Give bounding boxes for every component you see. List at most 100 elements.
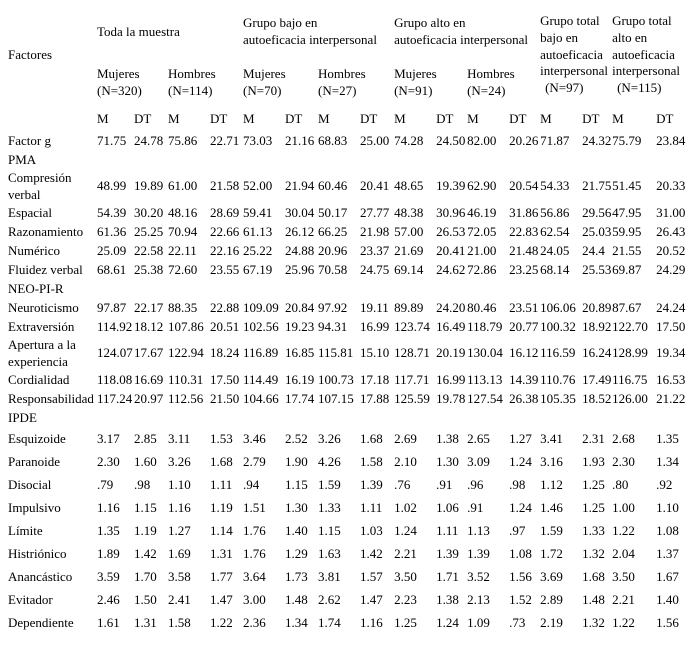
value-cell: 69.14 bbox=[394, 261, 424, 277]
value-cell: 21.48 bbox=[509, 242, 539, 258]
row-label: Responsabilidad bbox=[8, 390, 94, 406]
value-cell: 1.40 bbox=[285, 522, 308, 538]
value-cell: 21.98 bbox=[360, 223, 390, 239]
value-cell: 21.58 bbox=[210, 178, 240, 194]
column-group-header: Grupo total alto en autoeficacia interperso… bbox=[612, 4, 700, 106]
value-cell: 1.06 bbox=[436, 499, 459, 515]
value-cell: 26.53 bbox=[436, 223, 466, 239]
value-cell: 1.31 bbox=[134, 614, 157, 630]
value-cell: 16.99 bbox=[436, 371, 466, 387]
value-cell: 3.81 bbox=[318, 568, 341, 584]
value-cell: 122.94 bbox=[168, 345, 204, 361]
value-cell: 1.08 bbox=[656, 522, 679, 538]
value-cell: 24.88 bbox=[285, 242, 315, 258]
value-cell: .94 bbox=[243, 476, 260, 492]
value-cell: 1.59 bbox=[540, 522, 563, 538]
table-row: Disocial .79 .98 1.10 1.11 .94 1.15 1.59 1.39 .76… bbox=[8, 474, 700, 497]
value-cell: 26.43 bbox=[656, 223, 686, 239]
value-cell: 2.21 bbox=[612, 591, 635, 607]
stat-header-row: M DT M DT M DT M DT M DT M DT M DT M DT bbox=[8, 106, 700, 132]
value-cell: .80 bbox=[612, 476, 629, 492]
value-cell: 71.75 bbox=[97, 133, 127, 149]
value-cell: 1.38 bbox=[436, 591, 459, 607]
subgroup-label: Mujeres bbox=[97, 66, 140, 82]
group-header-line: autoeficacia bbox=[540, 46, 603, 62]
stat-header-m: M bbox=[243, 110, 255, 126]
value-cell: 1.24 bbox=[509, 453, 532, 469]
value-cell: 29.56 bbox=[582, 204, 612, 220]
value-cell: 1.25 bbox=[582, 499, 605, 515]
group-header-line: alto en bbox=[612, 29, 648, 45]
value-cell: 1.76 bbox=[243, 545, 266, 561]
value-cell: 88.35 bbox=[168, 299, 198, 315]
value-cell: 3.52 bbox=[467, 568, 490, 584]
value-cell: 1.57 bbox=[360, 568, 383, 584]
value-cell: 1.68 bbox=[582, 568, 605, 584]
table-row: Neuroticismo 97.87 22.17 88.35 22.88 109.09 20… bbox=[8, 299, 700, 318]
value-cell: 3.00 bbox=[243, 591, 266, 607]
value-cell: 30.04 bbox=[285, 204, 315, 220]
stat-header-dt: DT bbox=[285, 110, 303, 126]
value-cell: 1.31 bbox=[210, 545, 233, 561]
value-cell: 25.96 bbox=[285, 261, 315, 277]
value-cell: 1.27 bbox=[509, 430, 532, 446]
value-cell: 2.19 bbox=[540, 614, 563, 630]
value-cell: 16.12 bbox=[509, 345, 539, 361]
value-cell: 22.11 bbox=[168, 242, 197, 258]
value-cell: 3.16 bbox=[540, 453, 563, 469]
value-cell: 97.87 bbox=[97, 299, 127, 315]
value-cell: 51.45 bbox=[612, 178, 642, 194]
stat-header-m: M bbox=[612, 110, 624, 126]
row-label: Espacial bbox=[8, 204, 53, 220]
descriptive-statistics-table: Factores Toda la muestra Grupo bajo en auto… bbox=[8, 4, 700, 635]
group-header-line: Grupo total bbox=[540, 12, 600, 28]
value-cell: 21.75 bbox=[582, 178, 612, 194]
row-label: Compresión verbal bbox=[8, 170, 72, 202]
value-cell: 109.09 bbox=[243, 299, 279, 315]
value-cell: 1.69 bbox=[168, 545, 191, 561]
group-header-line: Toda la muestra bbox=[97, 23, 180, 39]
subgroup-n-label: (N=70) bbox=[243, 83, 282, 98]
value-cell: 23.25 bbox=[509, 261, 539, 277]
row-label: Neuroticismo bbox=[8, 299, 79, 315]
value-cell: 1.24 bbox=[394, 522, 417, 538]
value-cell: 26.12 bbox=[285, 223, 315, 239]
group-header-row: Factores Toda la muestra Grupo bajo en auto… bbox=[8, 4, 700, 96]
value-cell: 1.33 bbox=[318, 499, 341, 515]
value-cell: 68.14 bbox=[540, 261, 570, 277]
subgroup-n-label: (N=320) bbox=[97, 83, 142, 98]
value-cell: 25.03 bbox=[582, 223, 612, 239]
value-cell: 24.05 bbox=[540, 242, 570, 258]
value-cell: 17.18 bbox=[360, 371, 390, 387]
value-cell: 1.11 bbox=[210, 476, 233, 492]
column-group-header: Grupo total bajo en autoeficacia interperso… bbox=[540, 4, 612, 106]
value-cell: 1.90 bbox=[285, 453, 308, 469]
stat-header-dt: DT bbox=[210, 110, 228, 126]
value-cell: 118.08 bbox=[97, 371, 133, 387]
value-cell: .91 bbox=[436, 476, 453, 492]
value-cell: 16.53 bbox=[656, 371, 686, 387]
value-cell: 1.32 bbox=[582, 545, 605, 561]
value-cell: 1.51 bbox=[243, 499, 266, 515]
value-cell: 25.00 bbox=[360, 133, 390, 149]
value-cell: 1.58 bbox=[360, 453, 383, 469]
group-header-line: interpersonal bbox=[540, 63, 608, 79]
value-cell: 21.22 bbox=[656, 390, 686, 406]
row-label: Evitador bbox=[8, 591, 53, 607]
value-cell: 22.88 bbox=[210, 299, 240, 315]
table-row: Dependiente 1.61 1.31 1.58 1.22 2.36 1.34 1.74 1… bbox=[8, 612, 700, 635]
value-cell: 1.50 bbox=[134, 591, 157, 607]
table-row: Histriónico 1.89 1.42 1.69 1.31 1.76 1.29 1.63 1… bbox=[8, 543, 700, 566]
value-cell: 17.50 bbox=[210, 371, 240, 387]
group-header-line: autoeficacia interpersonal bbox=[243, 32, 377, 47]
value-cell: 1.25 bbox=[582, 476, 605, 492]
value-cell: 114.49 bbox=[243, 371, 279, 387]
group-header-line: Grupo bajo en bbox=[243, 15, 318, 31]
value-cell: 20.33 bbox=[656, 178, 686, 194]
row-label: Impulsivo bbox=[8, 499, 61, 515]
value-cell: 1.15 bbox=[318, 522, 341, 538]
value-cell: 1.76 bbox=[243, 522, 266, 538]
row-label: Extraversión bbox=[8, 318, 75, 334]
table-row: Fluidez verbal 68.61 25.38 72.60 23.55 67.19 2… bbox=[8, 261, 700, 280]
value-cell: 14.39 bbox=[509, 371, 539, 387]
